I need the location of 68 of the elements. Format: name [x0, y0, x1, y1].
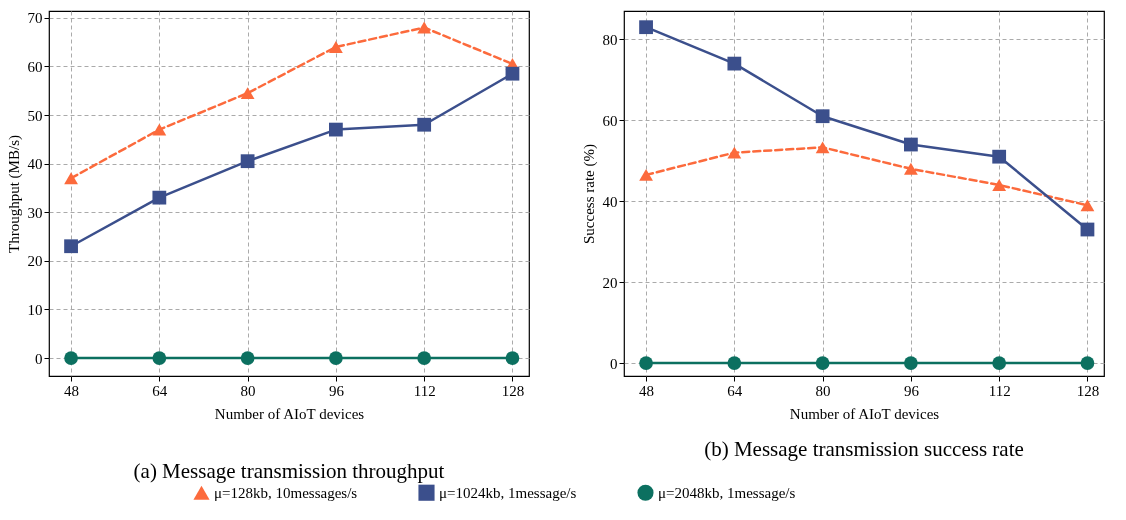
y-tick-label: 70 — [27, 10, 43, 27]
point — [639, 168, 653, 181]
y-tick-label: 40 — [602, 193, 618, 210]
point — [240, 87, 255, 100]
point — [904, 137, 918, 152]
point — [727, 146, 742, 159]
point — [64, 172, 78, 185]
point — [417, 117, 432, 132]
point — [329, 122, 343, 137]
point — [992, 149, 1007, 164]
x-tick-label: 128 — [1076, 382, 1100, 399]
point — [505, 66, 520, 81]
x-tick-label: 64 — [727, 382, 743, 399]
y-tick-label: 20 — [602, 274, 618, 291]
y-tick-label: 60 — [602, 112, 618, 129]
x-tick-label: 112 — [988, 382, 1011, 399]
x-tick-label: 48 — [639, 382, 655, 399]
point — [992, 179, 1007, 191]
x-tick-label: 48 — [64, 382, 80, 399]
point — [329, 41, 343, 53]
point — [1080, 199, 1095, 212]
x-tick-label: 112 — [413, 382, 436, 399]
point — [240, 154, 255, 169]
text: (a) Message transmission throughput — [133, 459, 445, 483]
point — [417, 21, 432, 34]
point — [505, 351, 520, 365]
point — [904, 356, 918, 370]
point — [904, 162, 918, 175]
point — [240, 351, 255, 365]
y-tick-label: 0 — [610, 355, 618, 372]
point — [815, 109, 830, 124]
y-axis-title: Success rate (%) — [580, 144, 598, 244]
x-axis-title: Number of AIoT devices — [214, 405, 365, 422]
y-tick-label: 40 — [27, 156, 43, 173]
y-tick-label: 10 — [27, 301, 43, 318]
x-tick-label: 80 — [815, 382, 831, 399]
point — [417, 351, 432, 365]
point — [727, 356, 742, 370]
point — [152, 123, 167, 136]
legend-label: μ=2048kb, 1message/s — [658, 484, 796, 501]
point — [992, 356, 1007, 370]
legend-label: μ=1024kb, 1message/s — [439, 484, 577, 501]
point — [639, 356, 653, 370]
point — [152, 351, 167, 365]
point — [815, 141, 830, 154]
point — [64, 239, 78, 254]
text: (b) Message transmission success rate — [704, 437, 1024, 461]
y-tick-label: 60 — [27, 58, 43, 75]
y-tick-label: 0 — [35, 350, 43, 367]
point — [727, 56, 742, 71]
x-tick-label: 96 — [903, 382, 920, 399]
point — [815, 356, 830, 370]
x-tick-label: 64 — [152, 382, 168, 399]
y-tick-label: 50 — [27, 107, 43, 124]
point — [329, 351, 343, 365]
y-tick-label: 80 — [602, 31, 618, 48]
legend-label: μ=128kb, 10messages/s — [214, 484, 358, 501]
y-axis-title: Throughput (MB/s) — [5, 135, 23, 253]
x-axis-title: Number of AIoT devices — [789, 405, 940, 422]
point — [639, 20, 653, 35]
y-tick-label: 20 — [27, 253, 43, 270]
y-tick-label: 30 — [27, 204, 43, 221]
point — [1080, 356, 1095, 370]
x-tick-label: 80 — [240, 382, 256, 399]
x-tick-label: 96 — [328, 382, 345, 399]
x-tick-label: 128 — [501, 382, 525, 399]
point — [64, 351, 78, 365]
point — [152, 190, 167, 205]
